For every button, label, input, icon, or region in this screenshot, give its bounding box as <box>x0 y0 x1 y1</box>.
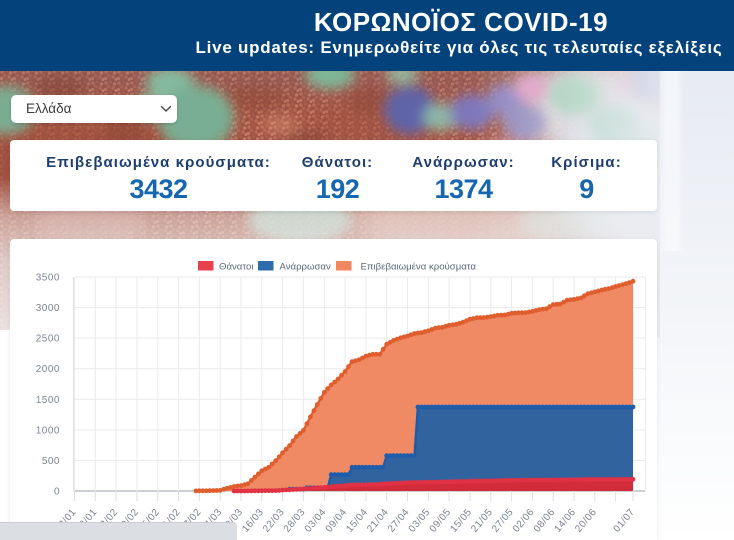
svg-text:2000: 2000 <box>35 364 59 375</box>
svg-text:03/05: 03/05 <box>406 507 432 535</box>
svg-text:01/07: 01/07 <box>611 507 637 535</box>
svg-text:2500: 2500 <box>35 334 59 345</box>
svg-text:20/06: 20/06 <box>573 507 599 535</box>
svg-text:09/04: 09/04 <box>323 507 349 535</box>
svg-text:16/03: 16/03 <box>240 507 266 535</box>
svg-text:03/04: 03/04 <box>302 507 328 535</box>
svg-text:14/06: 14/06 <box>552 507 578 535</box>
svg-text:1500: 1500 <box>35 395 59 406</box>
svg-text:Επιβεβαιωμένα κρούσματα: Επιβεβαιωμένα κρούσματα <box>360 262 476 273</box>
svg-text:09/05: 09/05 <box>427 507 453 535</box>
svg-text:500: 500 <box>41 456 59 467</box>
svg-text:27/05: 27/05 <box>490 507 516 535</box>
svg-text:21/04: 21/04 <box>365 507 391 535</box>
svg-text:21/05: 21/05 <box>469 507 495 535</box>
svg-text:1000: 1000 <box>35 425 59 436</box>
svg-text:08/06: 08/06 <box>531 507 557 535</box>
svg-text:15/05: 15/05 <box>448 507 474 535</box>
svg-text:3000: 3000 <box>35 303 59 314</box>
svg-text:27/04: 27/04 <box>385 507 411 535</box>
svg-text:Ανάρρωσαν: Ανάρρωσαν <box>279 262 330 273</box>
svg-text:15/04: 15/04 <box>344 507 370 535</box>
svg-text:22/03: 22/03 <box>261 507 287 535</box>
svg-text:02/06: 02/06 <box>510 507 536 535</box>
svg-text:Θάνατοι: Θάνατοι <box>219 262 253 273</box>
svg-text:28/03: 28/03 <box>281 507 307 535</box>
svg-text:3500: 3500 <box>35 273 59 284</box>
svg-text:0: 0 <box>53 487 59 498</box>
